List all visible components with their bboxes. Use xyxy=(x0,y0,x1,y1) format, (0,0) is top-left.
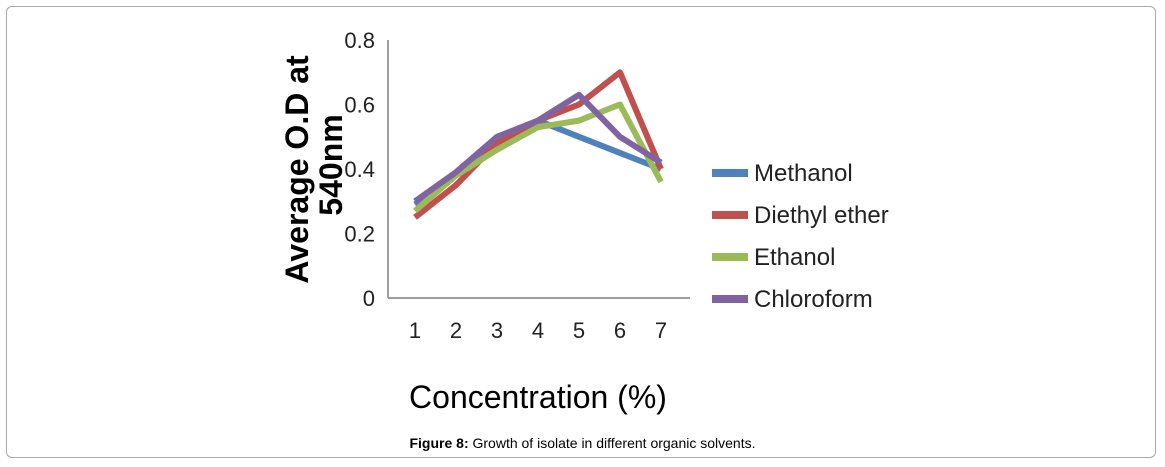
x-tick-label: 1 xyxy=(409,318,421,343)
legend-label: Chloroform xyxy=(754,286,873,313)
y-axis-title-line2: 540nm xyxy=(313,114,349,215)
legend-label: Diethyl ether xyxy=(754,202,889,229)
y-axis-title: Average O.D at 540nm xyxy=(279,46,349,283)
caption-text: Growth of isolate in different organic s… xyxy=(472,435,756,451)
y-tick-label: 0.8 xyxy=(344,28,375,53)
legend-swatch xyxy=(712,211,748,219)
x-tick-label: 2 xyxy=(450,318,462,343)
x-tick-label: 6 xyxy=(614,318,626,343)
x-tick-labels: 1 2 3 4 5 6 7 xyxy=(409,318,667,343)
figure-caption: Figure 8: Growth of isolate in different… xyxy=(0,435,1165,451)
legend-swatch xyxy=(712,169,748,177)
y-tick-labels: 0 0.2 0.4 0.6 0.8 xyxy=(344,28,375,311)
legend-label: Ethanol xyxy=(754,244,835,271)
series-line-chloroform xyxy=(413,91,663,204)
series-lines xyxy=(413,69,664,220)
legend: Methanol Diethyl ether Ethanol Chloroform xyxy=(712,160,889,313)
caption-label: Figure 8: xyxy=(409,435,469,451)
x-tick-label: 4 xyxy=(532,318,544,343)
y-axis-title-line1: Average O.D at xyxy=(279,55,315,284)
legend-swatch xyxy=(712,295,748,303)
figure-frame xyxy=(6,6,1156,458)
legend-swatch xyxy=(712,253,748,261)
y-tick-label: 0 xyxy=(363,286,375,311)
x-axis-title: Concentration (%) xyxy=(409,379,667,415)
legend-label: Methanol xyxy=(754,160,853,187)
x-tick-label: 5 xyxy=(573,318,585,343)
series-line-diethyl-ether xyxy=(413,69,664,220)
x-tick-label: 7 xyxy=(655,318,667,343)
y-tick-label: 0.4 xyxy=(344,157,375,182)
y-tick-label: 0.2 xyxy=(344,222,375,247)
chart-axes xyxy=(387,40,690,299)
x-tick-label: 3 xyxy=(491,318,503,343)
y-tick-label: 0.6 xyxy=(344,93,375,118)
